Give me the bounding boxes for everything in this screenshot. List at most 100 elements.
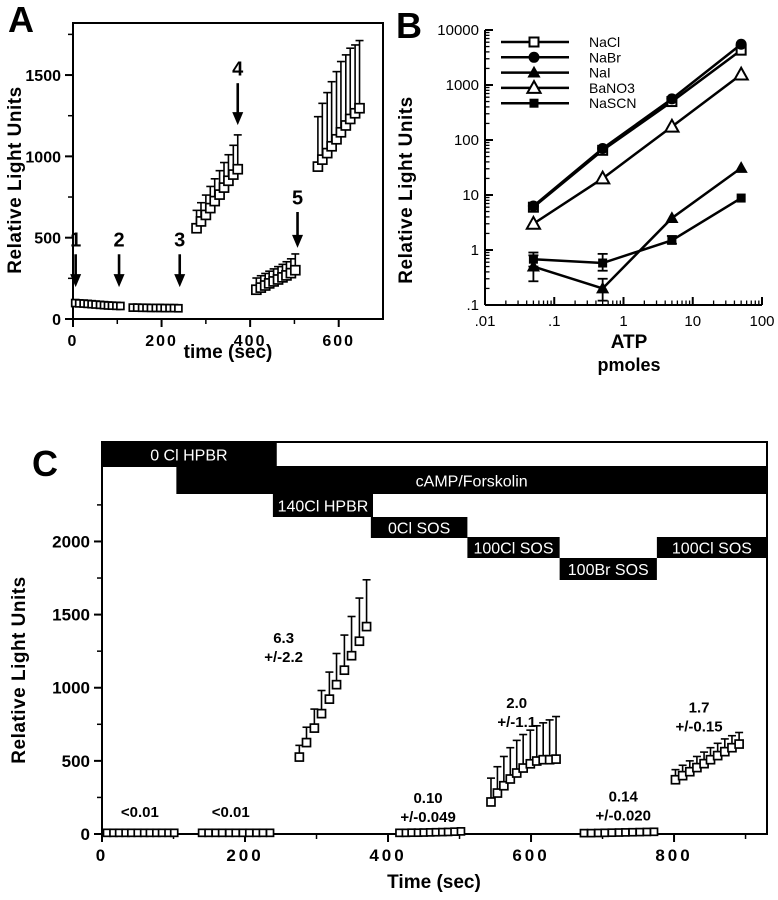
chart-text: 800 — [655, 846, 692, 865]
chart-text: 1500 — [25, 68, 61, 85]
chart-text: 100 — [454, 132, 479, 149]
event-arrow: 1 — [70, 230, 81, 288]
chart-text: +/-1.1 — [497, 714, 536, 731]
marker-triangle-open — [663, 117, 681, 133]
data-segment — [128, 303, 183, 313]
chart-text: 0.10 — [413, 790, 442, 807]
marker-square-open — [528, 36, 540, 48]
legend-entry-bano3: BaNO3 — [501, 79, 635, 96]
chart-text: 400 — [234, 333, 267, 350]
data-segment — [191, 134, 244, 234]
data-point — [258, 828, 268, 838]
chart-text: 6.3 — [273, 630, 294, 647]
chart-text: 0 — [68, 333, 79, 350]
rate-annotation: 0.14 +/-0.020 — [596, 788, 651, 824]
data-point — [301, 737, 312, 748]
panel-a-x-axis-title: time (sec) — [183, 342, 273, 363]
data-point — [116, 301, 125, 311]
data-point — [635, 827, 645, 837]
chart-text: 3 — [174, 230, 185, 252]
marker-triangle-filled — [734, 161, 748, 173]
data-point — [492, 788, 503, 798]
chart-text: 0Cl SOS — [388, 521, 450, 538]
chart-text: 4 — [232, 58, 244, 80]
data-point — [361, 621, 372, 632]
chart-text: 1 — [70, 230, 81, 252]
marker-circle-filled — [528, 51, 540, 63]
chart-text: NaI — [589, 65, 611, 81]
plot-frame — [72, 22, 384, 320]
protocol-box-outline — [274, 441, 768, 468]
protocol-bar: cAMP/Forskolin — [176, 467, 767, 494]
protocol-bar: 0Cl SOS — [370, 517, 468, 538]
panel-a-chart: 0 200 400 600 0 500 1000 1500 1 2 3 4 5 — [25, 22, 384, 350]
marker-square-filled — [598, 258, 608, 268]
chart-text: 200 — [226, 846, 263, 865]
data-segment — [579, 827, 659, 838]
chart-text: 100 — [749, 313, 774, 330]
data-point — [456, 827, 466, 836]
data-segment — [70, 298, 125, 311]
marker-circle-filled — [735, 38, 747, 50]
data-segment — [486, 715, 561, 807]
data-point — [231, 828, 241, 838]
data-point — [204, 828, 213, 838]
data-point — [174, 303, 183, 313]
data-point — [309, 723, 320, 733]
series-bano3 — [525, 65, 750, 230]
chart-text: 600 — [322, 333, 355, 350]
chart-text: +/-2.2 — [264, 649, 303, 666]
data-point — [331, 679, 342, 690]
marker-circle-filled — [597, 143, 609, 155]
marker-triangle-open — [525, 214, 542, 230]
chart-text: .1 — [548, 313, 561, 330]
data-point — [265, 828, 275, 838]
chart-text: 1 — [619, 313, 627, 330]
data-point — [600, 828, 610, 838]
chart-text: 2 — [113, 230, 124, 252]
data-segment — [102, 828, 179, 838]
chart-text: 0 Cl HPBR — [150, 448, 227, 465]
chart-text: 500 — [62, 752, 90, 771]
marker-square-filled — [529, 98, 539, 108]
marker-circle-filled — [527, 200, 539, 212]
chart-text: 200 — [145, 333, 178, 350]
event-arrow: 3 — [174, 230, 185, 288]
chart-text: 140Cl HPBR — [278, 499, 369, 516]
data-point — [607, 828, 617, 838]
chart-text: NaBr — [589, 49, 621, 65]
rate-annotation: 1.7 +/-0.15 — [676, 699, 723, 735]
data-point — [628, 827, 637, 837]
chart-text: <0.01 — [121, 804, 159, 821]
series-nabr — [527, 38, 747, 212]
series-nascn — [528, 193, 746, 272]
panel-a-label: A — [8, 0, 34, 40]
rate-annotation: 6.3 +/-2.2 — [264, 630, 303, 666]
panel-c-x-axis-title: Time (sec) — [387, 872, 481, 893]
panel-b-x-axis-title: ATP — [610, 332, 648, 353]
panel-b-label: B — [396, 5, 422, 46]
chart-text: 2.0 — [506, 695, 527, 712]
data-segment — [250, 253, 301, 296]
data-point — [169, 828, 179, 838]
data-point — [346, 650, 357, 661]
rate-annotation: <0.01 — [212, 804, 250, 821]
protocol-bar: 0 Cl HPBR — [102, 442, 276, 467]
data-point — [324, 694, 335, 704]
rate-annotation: 2.0 +/-1.1 — [497, 695, 536, 731]
data-point — [511, 768, 522, 778]
chart-text: 400 — [369, 846, 406, 865]
data-point — [579, 828, 589, 838]
data-point — [586, 828, 596, 838]
chart-text: 10 — [462, 187, 479, 204]
rate-annotation: 0.10 +/-0.049 — [400, 790, 455, 826]
panel-b-x-axis-subtitle: pmoles — [597, 355, 661, 375]
data-point — [621, 828, 630, 837]
marker-triangle-open — [732, 65, 750, 81]
chart-text: 1500 — [52, 606, 90, 625]
data-point — [232, 163, 244, 175]
data-point — [289, 264, 301, 276]
data-point — [734, 739, 744, 749]
data-point — [486, 797, 496, 807]
